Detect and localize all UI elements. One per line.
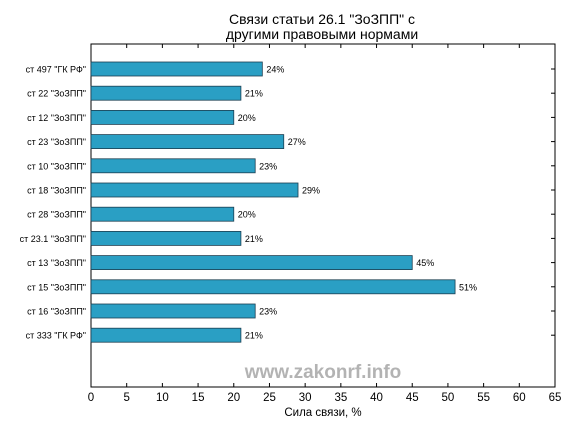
y-tick-label-5: ст 18 "ЗоЗПП" (27, 186, 86, 196)
y-tick-label-6: ст 28 "ЗоЗПП" (27, 210, 86, 220)
bar-0 (90, 61, 263, 77)
data-label-7: 21% (245, 234, 263, 244)
y-tick-label-9: ст 15 "ЗоЗПП" (27, 282, 86, 292)
data-label-1: 21% (245, 89, 263, 99)
data-label-11: 21% (245, 331, 263, 341)
y-tick-label-11: ст 333 "ГК РФ" (26, 331, 86, 341)
y-tick-label-1: ст 22 "ЗоЗПП" (27, 89, 86, 99)
y-tick-label-7: ст 23.1 "ЗоЗПП" (20, 234, 86, 244)
data-label-3: 27% (288, 137, 306, 147)
data-label-2: 20% (238, 113, 256, 123)
x-tick-label-7: 35 (334, 392, 347, 404)
chart-title-line-1: Связи статьи 26.1 "ЗоЗПП" с (229, 11, 415, 27)
y-tick-label-2: ст 12 "ЗоЗПП" (27, 113, 86, 123)
x-tick-label-3: 15 (192, 392, 205, 404)
bar-10 (90, 303, 256, 319)
x-tick-label-8: 40 (370, 392, 383, 404)
data-label-8: 45% (416, 258, 434, 268)
x-axis-label: Сила связи, % (284, 407, 361, 419)
bar-7 (90, 230, 242, 246)
bar-5 (90, 182, 299, 198)
y-tick-label-8: ст 13 "ЗоЗПП" (27, 258, 86, 268)
x-tick-label-6: 30 (299, 392, 312, 404)
data-label-5: 29% (302, 186, 320, 196)
bar-1 (90, 85, 242, 101)
bar-4 (90, 158, 256, 174)
plot-area: 0 5 10 15 20 25 30 35 40 45 50 55 60 65 ст 497 "ГК РФ"… (20, 43, 562, 404)
bar-11 (90, 327, 242, 343)
bar-6 (90, 206, 235, 222)
bar-9 (90, 279, 456, 295)
y-tick-label-10: ст 16 "ЗоЗПП" (27, 307, 86, 317)
bar-2 (90, 110, 235, 125)
watermark-text: www.zakonrf.info (244, 362, 402, 383)
data-label-4: 23% (259, 161, 277, 171)
x-tick-label-4: 20 (227, 392, 240, 404)
bar-8 (90, 255, 413, 271)
x-tick-label-10: 50 (442, 392, 455, 404)
y-tick-label-3: ст 23 "ЗоЗПП" (27, 137, 86, 147)
x-tick-label-2: 10 (156, 392, 169, 404)
data-label-6: 20% (238, 210, 256, 220)
x-tick-label-5: 25 (263, 392, 276, 404)
data-label-9: 51% (459, 282, 477, 292)
chart-title-line-2: другими правовыми нормами (226, 26, 418, 42)
y-tick-label-0: ст 497 "ГК РФ" (26, 65, 86, 75)
bar-3 (90, 134, 285, 150)
x-tick-label-1: 5 (123, 392, 129, 404)
x-tick-label-11: 55 (477, 392, 490, 404)
x-tick-label-9: 45 (406, 392, 419, 404)
data-label-10: 23% (259, 307, 277, 317)
x-tick-label-13: 65 (549, 392, 562, 404)
y-tick-label-4: ст 10 "ЗоЗПП" (27, 161, 86, 171)
x-tick-label-0: 0 (88, 392, 94, 404)
x-tick-label-12: 60 (513, 392, 526, 404)
data-label-0: 24% (266, 65, 284, 75)
